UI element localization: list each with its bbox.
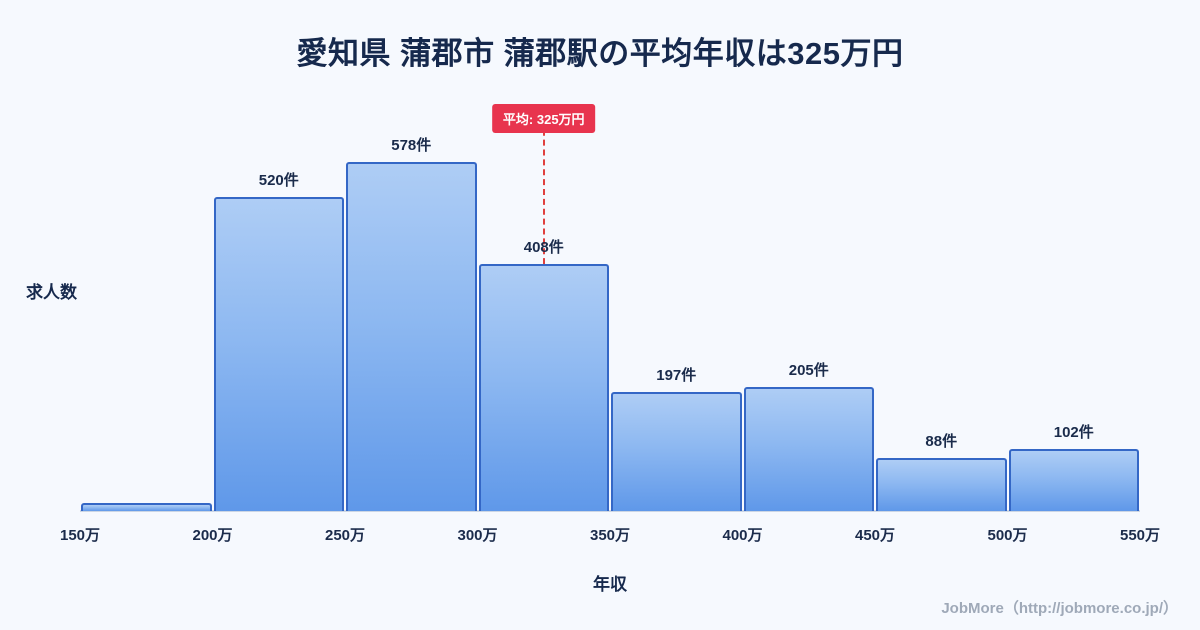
bar — [81, 503, 212, 511]
bar-value-label: 197件 — [656, 366, 697, 384]
y-axis-label: 求人数 — [26, 283, 77, 302]
bar — [611, 391, 742, 511]
histogram-bar: 88件 — [875, 100, 1008, 511]
histogram-bar: 578件 — [345, 100, 478, 511]
average-label: 平均: 325万円 — [502, 112, 585, 127]
bar — [876, 457, 1007, 511]
x-axis-label: 年収 — [593, 575, 627, 594]
chart-title: 愛知県 蒲郡市 蒲郡駅の平均年収は325万円 — [296, 36, 904, 71]
bar-value-label: 408件 — [523, 239, 564, 257]
bar-value-label: 205件 — [788, 362, 829, 380]
x-tick-label: 450万 — [854, 527, 896, 544]
x-tick-label: 300万 — [457, 527, 498, 544]
histogram-bar — [80, 100, 213, 511]
bar — [478, 264, 609, 511]
bar-value-label: 520件 — [258, 171, 299, 189]
x-tick-label: 200万 — [192, 527, 233, 544]
plot-area: 平均: 325万円 520件 578件 408件 197件 205件 88件 102件 — [80, 100, 1140, 511]
x-tick-label: 500万 — [987, 527, 1028, 544]
bar — [213, 196, 344, 511]
x-axis-line — [80, 510, 1140, 512]
bar — [743, 387, 874, 511]
bar-value-label: 88件 — [925, 432, 958, 450]
x-tick-label: 400万 — [722, 527, 763, 544]
x-tick-label: 550万 — [1119, 527, 1161, 544]
bar — [1008, 449, 1139, 511]
bar-value-label: 578件 — [391, 136, 432, 154]
average-badge: 平均: 325万円 — [491, 104, 596, 133]
x-tick-label: 350万 — [589, 527, 631, 544]
histogram-bar: 520件 — [213, 100, 346, 511]
histogram-bar: 205件 — [743, 100, 876, 511]
x-tick-label: 150万 — [59, 527, 101, 544]
histogram-bar: 102件 — [1008, 100, 1141, 511]
bar-value-label: 102件 — [1053, 424, 1094, 442]
footer-credit: JobMore（http://jobmore.co.jp/） — [941, 600, 1178, 617]
histogram-bar: 408件 — [478, 100, 611, 511]
histogram-bar: 197件 — [610, 100, 743, 511]
bar — [346, 161, 477, 511]
x-tick-label: 250万 — [324, 527, 366, 544]
x-axis-ticks: 150万 200万 250万 300万 350万 400万 450万 500万 550万 — [60, 524, 1160, 546]
